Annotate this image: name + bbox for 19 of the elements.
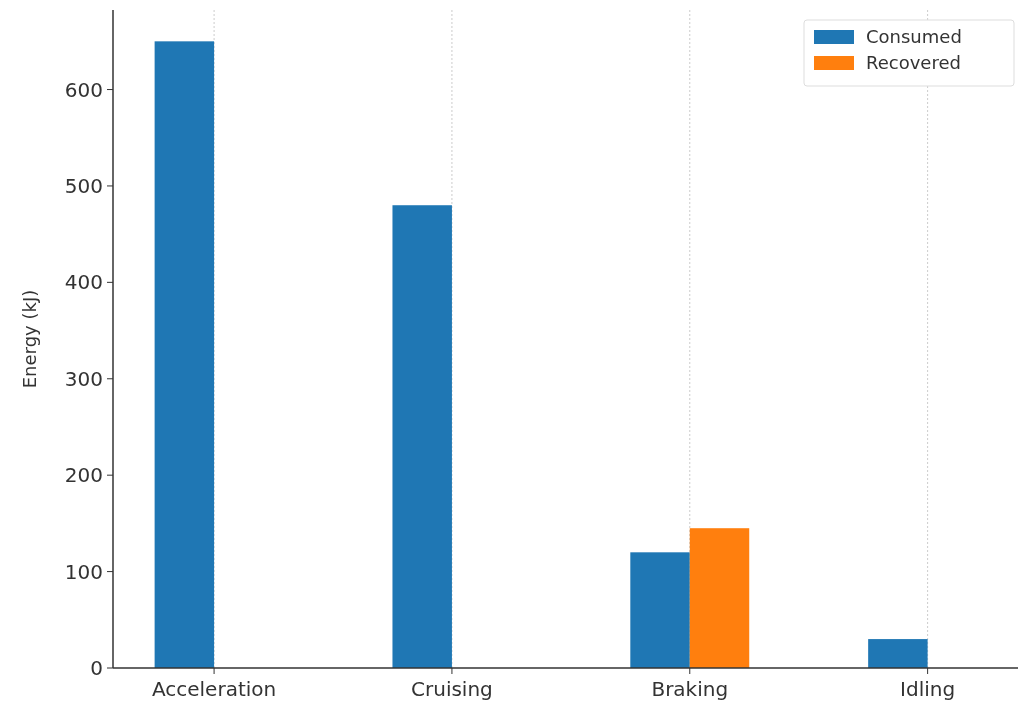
legend-label: Consumed [866,26,962,48]
y-tick-label: 100 [64,559,103,584]
y-tick-label: 200 [64,463,103,488]
y-tick-label: 300 [64,366,103,391]
x-tick-label: Cruising [411,677,493,701]
bar [689,528,750,668]
y-tick-label: 600 [64,77,103,102]
bar [154,41,215,668]
bar [868,639,928,668]
y-tick-label: 0 [90,656,103,680]
y-tick-label: 400 [64,270,103,295]
x-tick-label: Idling [900,677,956,701]
x-tick-label: Acceleration [151,677,277,701]
bar [630,552,690,668]
bar [392,205,452,668]
y-tick-label: 500 [64,173,103,198]
x-tick-label: Braking [651,677,729,701]
legend-label: Recovered [866,52,961,74]
y-axis-title: Energy (kJ) [19,289,40,389]
